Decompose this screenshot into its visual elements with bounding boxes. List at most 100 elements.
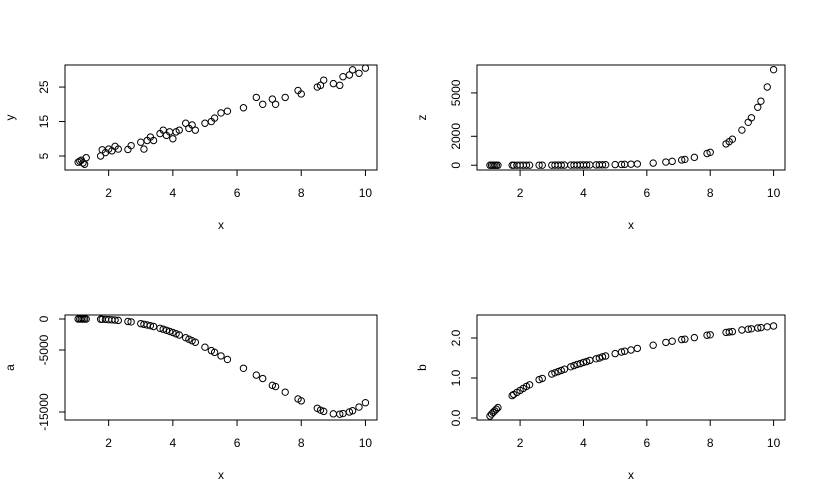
x-tick-label: 4 (580, 186, 587, 200)
x-tick-label: 8 (298, 186, 305, 200)
point (137, 138, 145, 146)
point (598, 353, 607, 361)
point (662, 338, 670, 347)
point (320, 407, 328, 416)
point (210, 114, 219, 122)
point (146, 321, 155, 330)
point (728, 327, 737, 336)
point (259, 374, 267, 383)
x-tick-label: 6 (643, 186, 650, 200)
point (162, 326, 171, 334)
point (79, 159, 87, 167)
point (617, 160, 626, 169)
point (703, 149, 711, 158)
point (611, 349, 619, 358)
point (336, 81, 344, 90)
point (579, 358, 588, 367)
y-tick-label: 25 (37, 80, 51, 94)
point (271, 100, 280, 108)
point (252, 371, 261, 379)
point (662, 158, 670, 166)
point (690, 333, 699, 342)
y-tick-label: 2000 (449, 123, 463, 150)
point (551, 369, 559, 377)
point (297, 397, 305, 405)
point (668, 337, 676, 345)
point (582, 161, 591, 169)
point (627, 346, 635, 354)
point (681, 155, 689, 164)
point (259, 100, 267, 108)
point (668, 157, 676, 166)
point (223, 107, 232, 115)
x-axis-label: x (628, 218, 634, 232)
point (706, 331, 714, 339)
x-axis-label: x (218, 468, 224, 482)
x-tick-label: 6 (234, 186, 241, 200)
point (763, 323, 771, 331)
x-axis-label: x (218, 218, 224, 232)
point (156, 324, 164, 332)
y-tick-label: 0 (449, 162, 463, 169)
point (738, 326, 746, 334)
point (538, 161, 546, 169)
point (557, 366, 565, 375)
point (592, 355, 600, 363)
point (763, 83, 771, 91)
point (492, 405, 501, 413)
point (114, 316, 122, 325)
point (188, 121, 196, 129)
point (281, 388, 289, 396)
point (494, 403, 502, 412)
y-axis-label: a (3, 364, 17, 371)
y-tick-label: -5000 (37, 334, 51, 365)
point (114, 145, 122, 153)
point (649, 341, 657, 349)
point (201, 343, 209, 351)
point (297, 90, 305, 98)
point (165, 327, 174, 336)
point (601, 352, 610, 360)
point (706, 148, 714, 156)
point (681, 335, 689, 343)
x-tick-label: 8 (298, 436, 305, 450)
point (633, 160, 642, 168)
point (573, 360, 581, 369)
point (217, 109, 225, 117)
point (329, 79, 338, 88)
point (677, 156, 686, 164)
point (82, 154, 90, 162)
point (525, 161, 534, 169)
y-tick-label: 15 (37, 115, 51, 129)
point (494, 161, 502, 169)
y-tick-label: 0 (37, 315, 51, 322)
point (124, 317, 132, 326)
x-tick-label: 4 (580, 436, 587, 450)
point (175, 331, 183, 339)
x-tick-label: 8 (707, 436, 714, 450)
plot-box (64, 314, 378, 421)
point (557, 161, 565, 169)
point (348, 407, 357, 415)
y-tick-label: 1.0 (449, 369, 463, 386)
point (252, 93, 261, 102)
point (345, 71, 354, 79)
point (217, 352, 225, 360)
point (172, 330, 180, 338)
point (281, 93, 289, 102)
x-tick-label: 2 (517, 436, 524, 450)
point (191, 126, 200, 134)
point (175, 126, 183, 134)
point (738, 126, 746, 134)
point (611, 160, 619, 169)
x-tick-label: 8 (707, 186, 714, 200)
point (633, 344, 642, 353)
point (127, 141, 135, 150)
point (320, 76, 328, 84)
point (223, 355, 232, 364)
point (316, 406, 325, 414)
point (361, 399, 370, 407)
point (677, 335, 686, 344)
